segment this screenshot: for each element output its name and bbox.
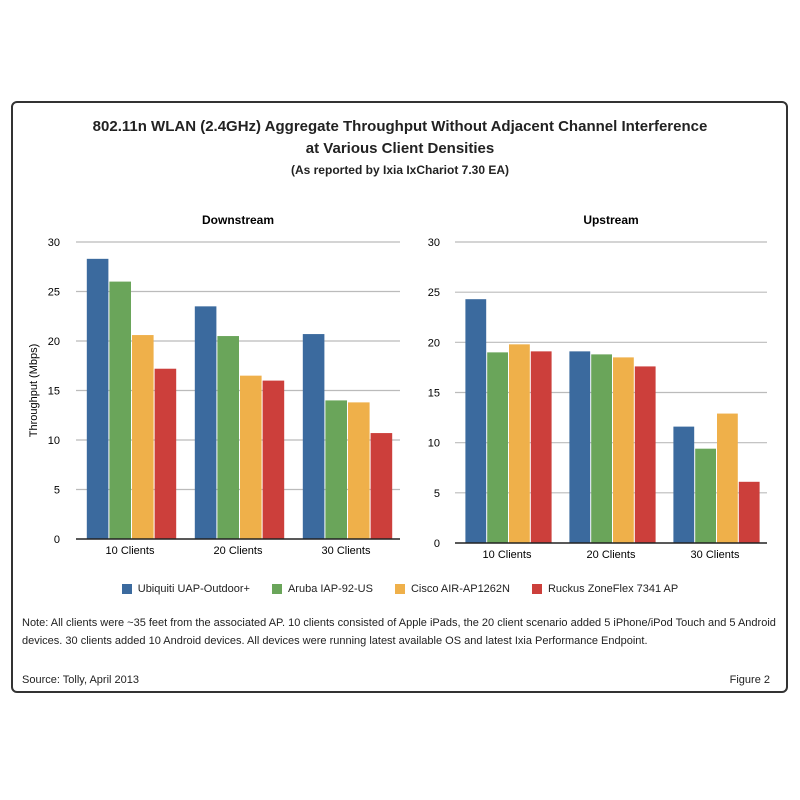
y-tick-label: 20 bbox=[48, 336, 60, 348]
legend-item: Cisco AIR-AP1262N bbox=[394, 583, 510, 595]
bar bbox=[673, 426, 695, 543]
bar bbox=[569, 351, 591, 543]
panel-title: Upstream bbox=[583, 213, 638, 227]
y-tick-label: 15 bbox=[48, 386, 60, 398]
legend-item: Ubiquiti UAP-Outdoor+ bbox=[121, 583, 250, 595]
bar bbox=[109, 281, 131, 539]
bar bbox=[194, 306, 217, 539]
bar bbox=[530, 351, 552, 543]
chart-title-line2: at Various Client Densities bbox=[305, 140, 495, 157]
chart-title: 802.11n WLAN (2.4GHz) Aggregate Throughp… bbox=[92, 118, 708, 135]
figure-label: Figure 2 bbox=[729, 674, 770, 686]
note: Note: All clients were ~35 feet from the… bbox=[22, 617, 776, 647]
x-tick-label: 30 Clients bbox=[691, 549, 740, 561]
y-tick-label: 5 bbox=[434, 488, 440, 500]
legend-item: Ruckus ZoneFlex 7341 AP bbox=[531, 583, 679, 595]
bar bbox=[465, 299, 487, 543]
legend-label: Ruckus ZoneFlex 7341 AP bbox=[547, 583, 679, 595]
bar bbox=[154, 368, 177, 539]
bar bbox=[634, 366, 656, 543]
y-tick-label: 25 bbox=[48, 287, 60, 299]
legend-label: Aruba IAP-92-US bbox=[287, 583, 373, 595]
y-axis-label: Throughput (Mbps) bbox=[28, 344, 40, 438]
x-tick-label: 10 Clients bbox=[106, 545, 155, 557]
legend-label: Cisco AIR-AP1262N bbox=[410, 583, 510, 595]
bar bbox=[613, 357, 634, 543]
bar bbox=[302, 334, 325, 539]
panel-title: Downstream bbox=[202, 213, 274, 227]
y-tick-label: 10 bbox=[428, 438, 440, 450]
bar bbox=[262, 380, 285, 539]
x-tick-label: 10 Clients bbox=[483, 549, 532, 561]
legend-label: Ubiquiti UAP-Outdoor+ bbox=[137, 583, 250, 595]
bar bbox=[738, 481, 760, 543]
bar bbox=[717, 413, 738, 543]
bar bbox=[509, 344, 530, 543]
y-tick-label: 20 bbox=[428, 337, 440, 349]
legend-swatch bbox=[394, 584, 405, 594]
bar bbox=[370, 433, 393, 539]
legend-item: Aruba IAP-92-US bbox=[271, 583, 373, 595]
y-tick-label: 25 bbox=[428, 287, 440, 299]
bar bbox=[132, 335, 154, 539]
x-tick-label: 20 Clients bbox=[214, 545, 263, 557]
bar bbox=[487, 352, 508, 543]
y-tick-label: 30 bbox=[48, 237, 60, 249]
chart-subtitle: (As reported by Ixia IxChariot 7.30 EA) bbox=[290, 163, 510, 177]
y-tick-label: 0 bbox=[434, 538, 440, 550]
x-tick-label: 20 Clients bbox=[587, 549, 636, 561]
bar bbox=[325, 400, 347, 539]
x-tick-label: 30 Clients bbox=[322, 545, 371, 557]
bar bbox=[86, 258, 109, 539]
y-tick-label: 10 bbox=[48, 435, 60, 447]
y-tick-label: 5 bbox=[54, 485, 60, 497]
bar bbox=[240, 375, 262, 539]
y-tick-label: 0 bbox=[54, 534, 60, 546]
legend-swatch bbox=[271, 584, 282, 594]
legend-swatch bbox=[531, 584, 542, 594]
y-tick-label: 30 bbox=[428, 237, 440, 249]
figure-frame bbox=[11, 101, 788, 693]
bar bbox=[695, 448, 716, 543]
legend: Ubiquiti UAP-Outdoor+ Aruba IAP-92-US Cisc… bbox=[0, 583, 800, 595]
source: Source: Tolly, April 2013 bbox=[22, 674, 139, 686]
bar bbox=[348, 402, 370, 539]
y-tick-label: 15 bbox=[428, 388, 440, 400]
bar bbox=[591, 354, 612, 543]
bar bbox=[217, 336, 239, 539]
legend-swatch bbox=[121, 584, 132, 594]
